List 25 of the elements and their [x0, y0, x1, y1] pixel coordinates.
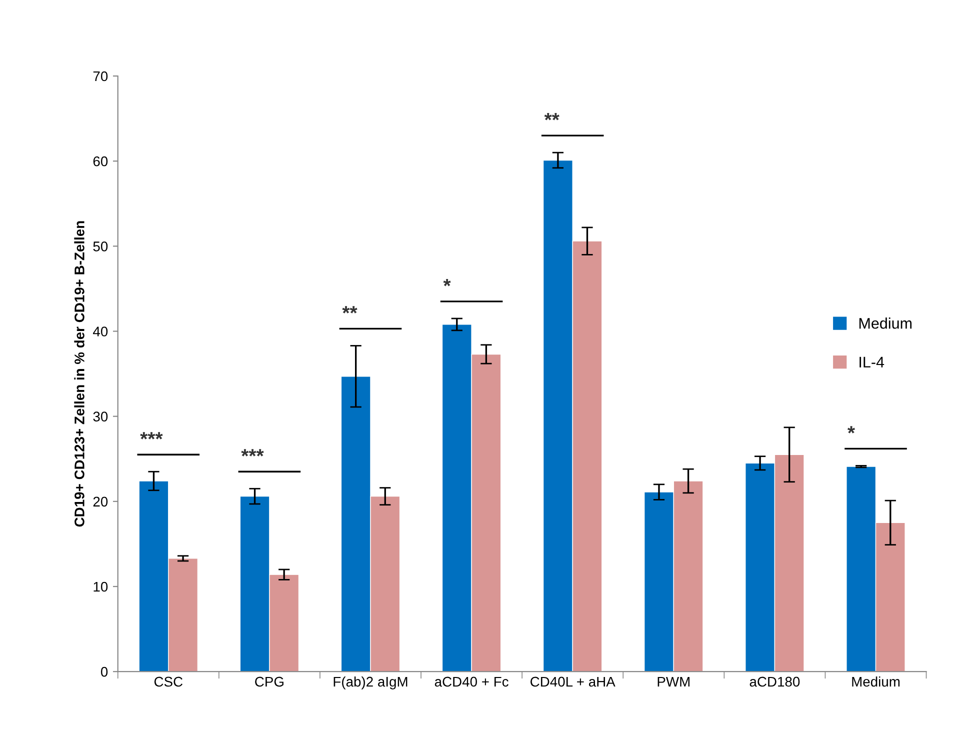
- y-tick-label: 20: [93, 496, 108, 507]
- x-tick-label: F(ab)2 aIgM: [334, 676, 408, 690]
- y-tick-label: 60: [93, 156, 108, 166]
- y-tick-label: 70: [93, 71, 108, 82]
- x-tick-label: CD40L + aHA: [530, 676, 616, 687]
- y-tick-label: 30: [93, 412, 108, 422]
- y-axis-title: CD19+ CD123+ Zellen in % der CD19+ B-Zellen: [74, 221, 84, 527]
- x-tick-label: Medium: [852, 676, 900, 687]
- x-tick-label: CPG: [255, 676, 284, 687]
- y-tick-label: 50: [93, 242, 108, 252]
- y-tick-label: 10: [94, 582, 108, 592]
- y-tick-label: 0: [100, 666, 108, 677]
- annotation: *: [443, 278, 451, 286]
- annotation: **: [544, 113, 560, 120]
- annotation: ***: [241, 449, 264, 456]
- legend-label: IL-4: [860, 356, 884, 368]
- x-tick-label: CSC: [154, 676, 183, 687]
- annotation: **: [342, 306, 358, 314]
- x-tick-label: aCD40 + Fc: [434, 676, 508, 687]
- x-tick-label: PWM: [658, 676, 690, 687]
- annotation: *: [848, 426, 855, 434]
- x-tick-label: aCD180: [750, 676, 800, 687]
- annotation: ***: [140, 432, 163, 440]
- y-tick-label: 40: [93, 326, 108, 336]
- legend-label: Medium: [859, 318, 912, 329]
